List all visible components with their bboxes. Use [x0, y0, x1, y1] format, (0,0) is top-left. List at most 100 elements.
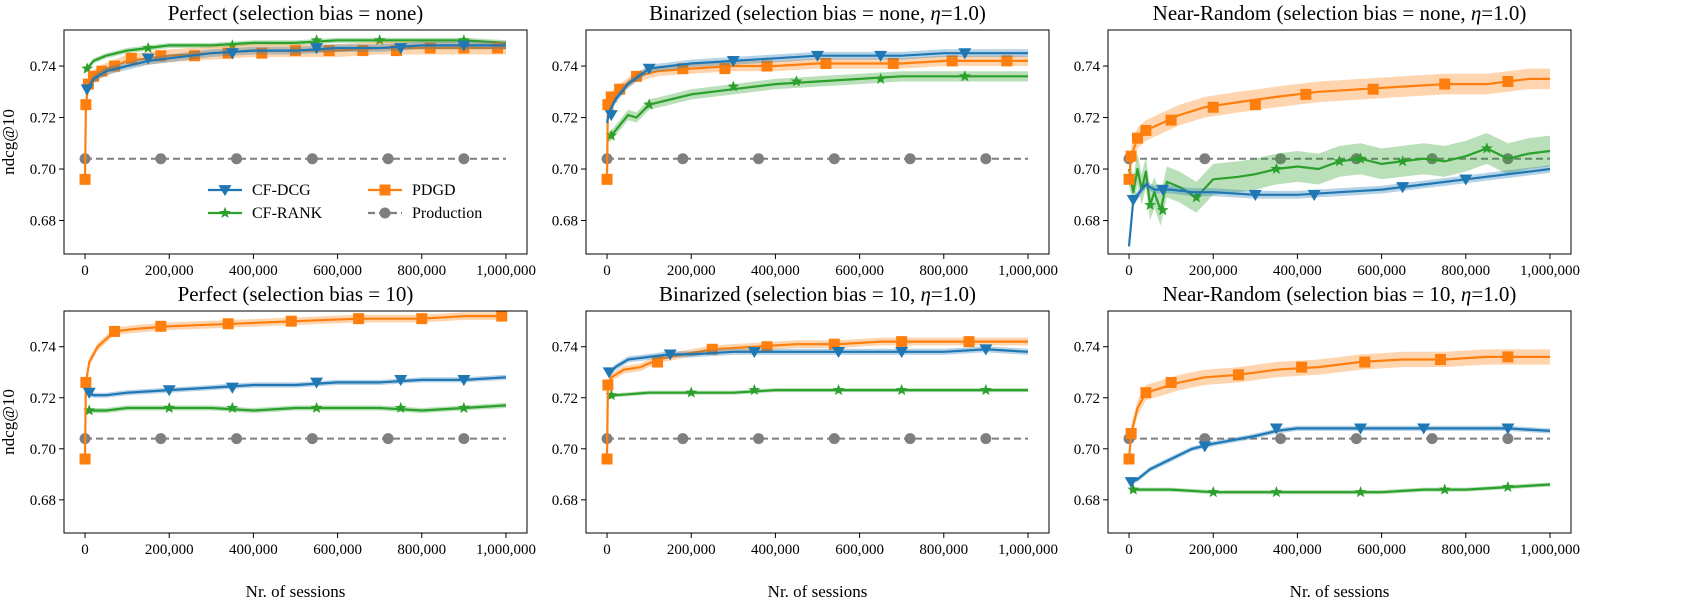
data-point [457, 40, 471, 52]
x-tick-label: 400,000 [751, 263, 800, 279]
data-point [980, 153, 992, 165]
x-tick-label: 200,000 [1189, 542, 1238, 558]
data-point [895, 346, 909, 359]
data-point [225, 382, 239, 394]
data-point [96, 65, 108, 77]
x-axis-label: Nr. of sessions [768, 582, 868, 601]
series-line [608, 389, 1028, 399]
data-point [1123, 173, 1135, 185]
legend-label: CF-DCG [252, 182, 311, 199]
data-point [1123, 453, 1135, 465]
eta-symbol: η [930, 1, 940, 25]
plot-area [1123, 349, 1551, 498]
plot-area [601, 48, 1028, 185]
data-point [1207, 485, 1220, 498]
panel-title-main: Binarized (selection bias = 10, [659, 282, 920, 306]
data-point [458, 153, 470, 165]
y-tick-label: 0.68 [1074, 493, 1100, 509]
data-point [1001, 55, 1013, 67]
y-tick-label: 0.70 [1074, 162, 1100, 178]
x-tick-label: 400,000 [229, 542, 278, 558]
data-point [79, 453, 91, 465]
data-point [1435, 353, 1447, 365]
confidence-band [85, 37, 506, 74]
series-cf-dcg [1126, 165, 1551, 251]
data-point [394, 43, 408, 55]
x-tick-label: 600,000 [313, 542, 362, 558]
chart-panel-1: Perfect (selection bias = none) 0 200,000 4… [0, 1, 536, 279]
y-tick-label: 0.74 [30, 340, 57, 356]
data-point [1207, 101, 1219, 113]
chart-panel-6: Near-Random (selection bias = 10, η=1.0)… [1074, 282, 1580, 601]
data-point [1417, 423, 1431, 435]
data-point [958, 48, 972, 60]
data-point [677, 433, 689, 445]
series-pdgd [601, 336, 1028, 465]
data-point [748, 383, 761, 396]
data-point [1459, 174, 1473, 186]
data-point [753, 433, 765, 445]
y-tick-label: 0.70 [30, 162, 56, 178]
data-point [231, 433, 243, 445]
y-tick-label: 0.68 [30, 493, 56, 509]
series-production [79, 433, 506, 445]
data-point [226, 39, 239, 51]
x-tick-label: 1,000,000 [1520, 263, 1580, 279]
data-point [1502, 351, 1514, 363]
data-point [155, 153, 167, 165]
data-point [323, 45, 335, 57]
data-point [457, 401, 470, 413]
panel-title: Near-Random (selection bias = 10, η=1.0) [1163, 282, 1517, 306]
data-point [605, 91, 617, 103]
confidence-band [607, 71, 1028, 144]
legend: CF-DCG PDGD CF-RANK Production [208, 182, 482, 222]
data-point [1140, 124, 1152, 136]
data-point [753, 153, 765, 165]
data-point [1359, 356, 1371, 368]
data-point [310, 34, 323, 46]
plot-area [601, 336, 1029, 465]
data-point [1296, 361, 1308, 373]
x-tick-label: 800,000 [1441, 263, 1490, 279]
data-point [382, 433, 394, 445]
data-point [1367, 83, 1379, 95]
series-cf-rank [1127, 480, 1551, 498]
panel-title-main: Binarized (selection bias = none, [649, 1, 930, 25]
x-tick-label: 600,000 [1357, 542, 1406, 558]
confidence-band [1129, 133, 1550, 226]
x-tick-label: 0 [603, 263, 611, 279]
x-tick-label: 400,000 [229, 263, 278, 279]
data-point [677, 153, 689, 165]
data-point [1350, 433, 1362, 445]
data-point [601, 173, 613, 185]
series-line [1129, 483, 1551, 494]
data-point [980, 433, 992, 445]
data-point [1354, 423, 1368, 435]
data-point [1190, 191, 1203, 203]
x-tick-label: 1,000,000 [998, 542, 1058, 558]
data-point [685, 386, 698, 398]
data-point [1144, 198, 1156, 211]
legend-item-cf-dcg: CF-DCG [208, 182, 311, 199]
axes-frame [585, 29, 1050, 255]
data-point [1232, 369, 1244, 381]
data-point [1156, 184, 1170, 196]
data-point [904, 433, 916, 445]
x-tick-label: 600,000 [835, 263, 884, 279]
y-tick-label: 0.68 [552, 493, 578, 509]
x-tick-label: 600,000 [835, 542, 884, 558]
x-tick-label: 400,000 [751, 542, 800, 558]
x-tick-label: 1,000,000 [476, 263, 536, 279]
data-point [310, 43, 324, 55]
data-point [306, 153, 318, 165]
legend-label: PDGD [412, 182, 456, 199]
series-line [1127, 147, 1551, 212]
data-point [904, 153, 916, 165]
data-point [1354, 152, 1367, 164]
data-point [887, 57, 899, 69]
data-point [1354, 485, 1367, 498]
data-point [1300, 88, 1312, 100]
y-tick-label: 0.72 [552, 111, 578, 127]
x-tick-label: 200,000 [145, 263, 194, 279]
data-point [80, 84, 94, 96]
